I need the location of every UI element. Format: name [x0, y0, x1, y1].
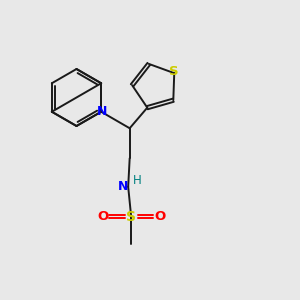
Text: N: N	[97, 105, 107, 118]
Text: S: S	[126, 210, 136, 224]
Text: N: N	[118, 180, 128, 193]
Text: H: H	[133, 174, 142, 187]
Text: S: S	[169, 65, 179, 78]
Text: O: O	[154, 210, 165, 223]
Text: O: O	[97, 210, 108, 223]
